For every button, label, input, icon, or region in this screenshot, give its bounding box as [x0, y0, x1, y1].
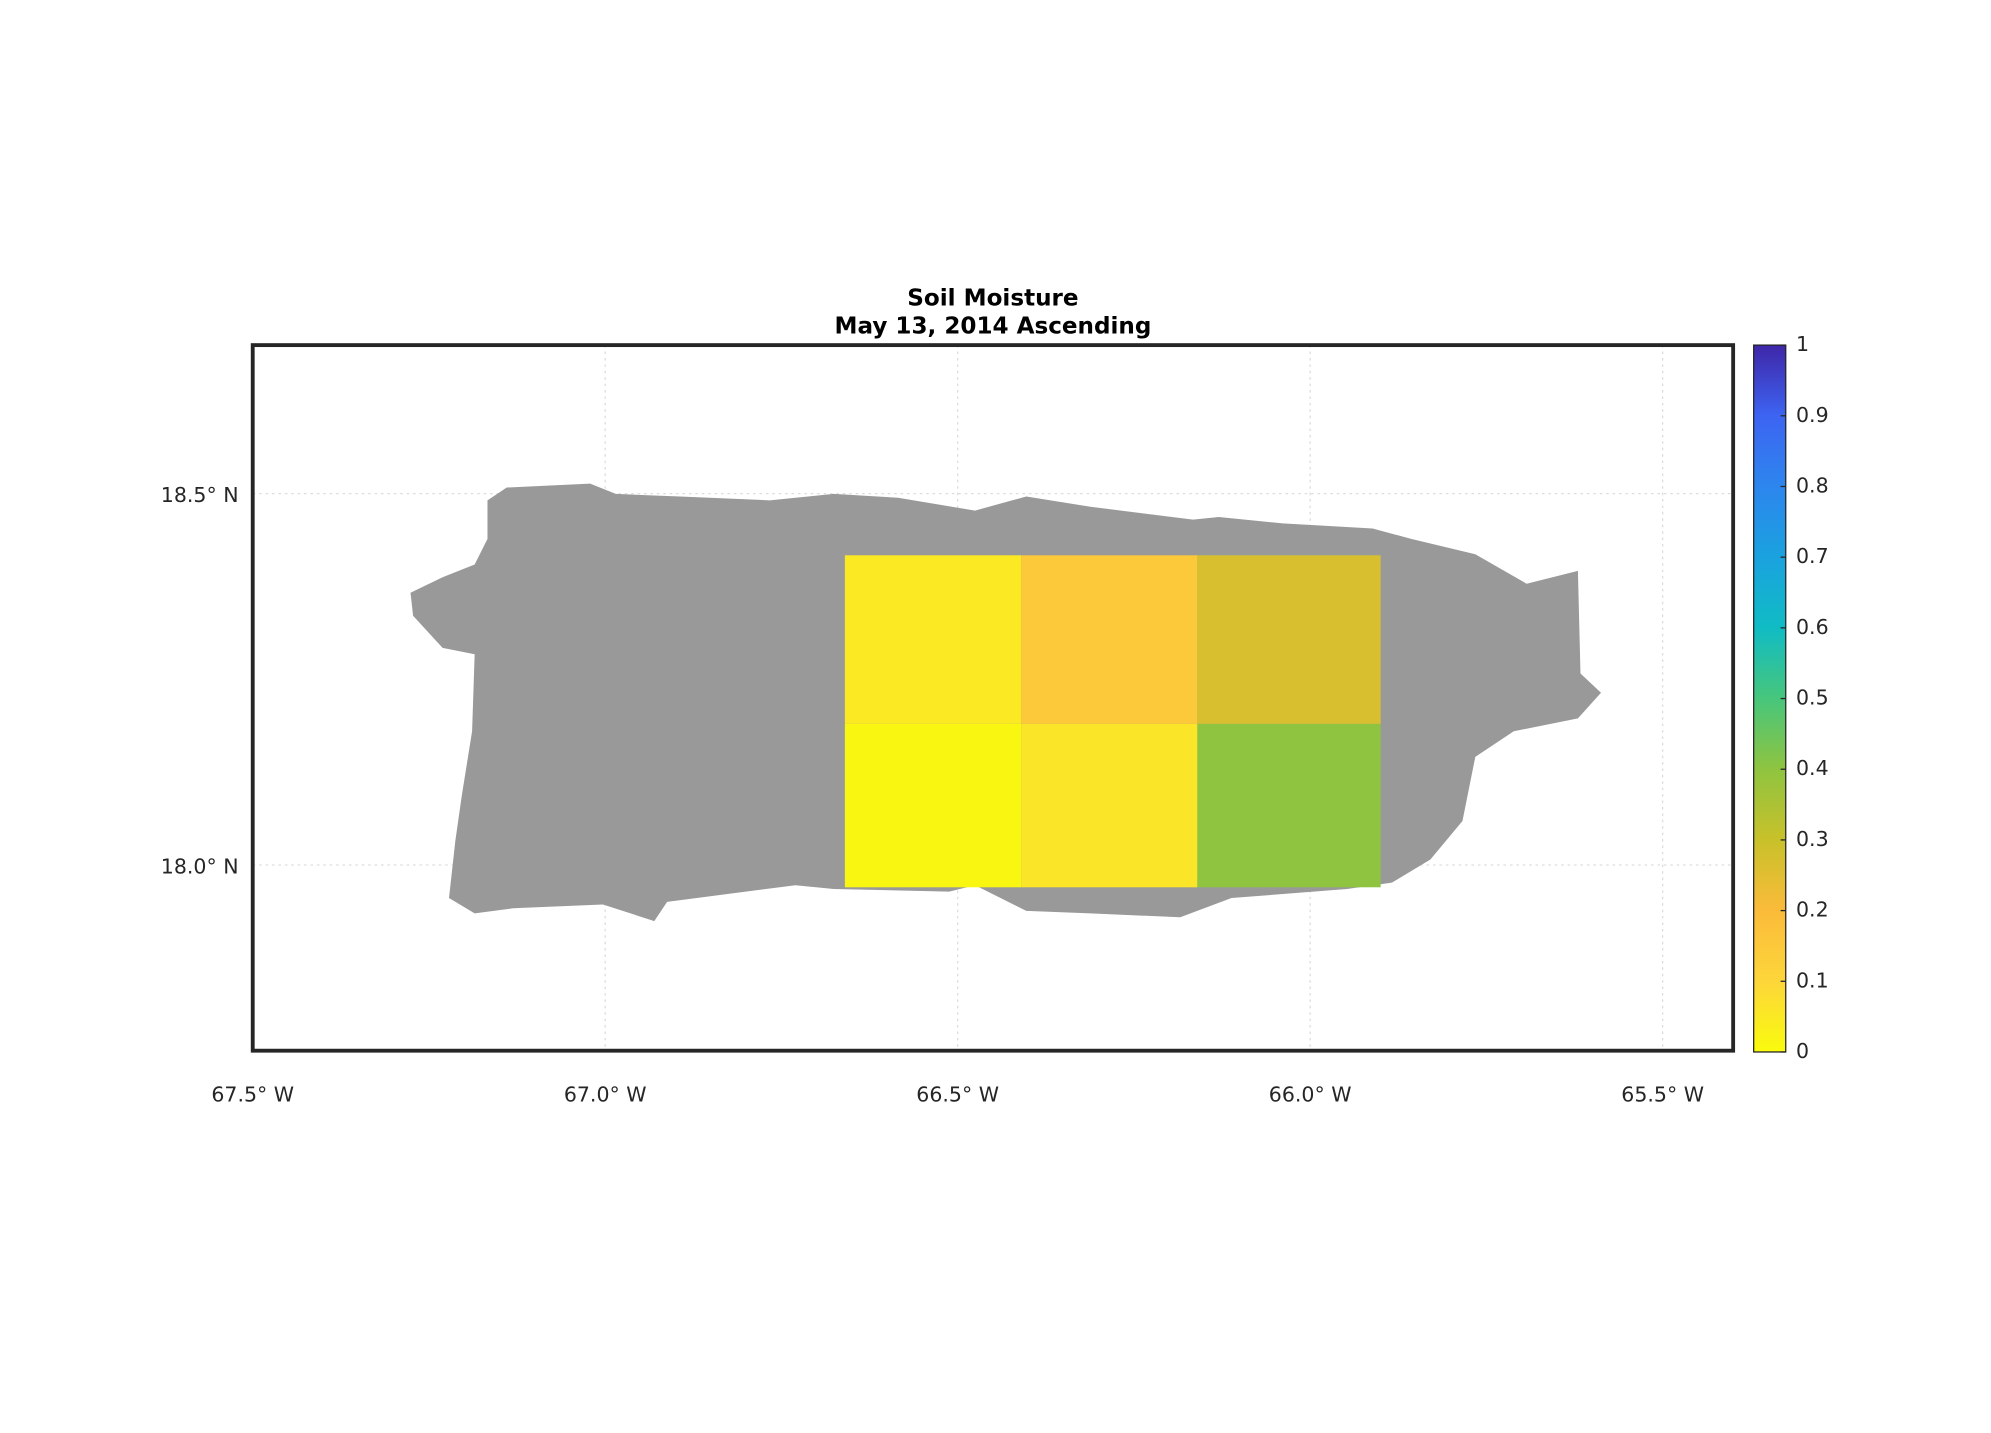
y-tick-label: 18.5° N [161, 483, 239, 507]
y-tick-label: 18.0° N [161, 855, 239, 879]
x-tick-label: 65.5° W [1621, 1083, 1704, 1107]
colorbar-tick-label: 0.1 [1796, 968, 1829, 992]
chart-subtitle: May 13, 2014 Ascending [835, 314, 1152, 340]
map-frame [250, 343, 1736, 1053]
colorbar-tick-label: 0.3 [1796, 827, 1829, 851]
x-tick-label: 66.0° W [1269, 1083, 1352, 1107]
colorbar-tick-label: 0.5 [1796, 686, 1829, 710]
cells [844, 555, 1381, 888]
cell [1021, 555, 1198, 724]
cell [1021, 723, 1198, 888]
colorbar-tick-label: 1 [1796, 332, 1809, 356]
cell [844, 555, 1022, 724]
colorbar-tick-label: 0.2 [1796, 898, 1829, 922]
colorbar-tick-label: 0.8 [1796, 473, 1829, 497]
colorbar-tick-label: 0.4 [1796, 756, 1829, 780]
colorbar: 0 0.1 0.2 0.3 0.4 0.5 0.6 0.7 0.8 0.9 1 [1753, 332, 1829, 1063]
colorbar-tick-label: 0.6 [1796, 615, 1829, 639]
colorbar-tick-label: 0 [1796, 1039, 1809, 1063]
x-tick-label: 66.5° W [916, 1083, 999, 1107]
x-tick-label: 67.0° W [564, 1083, 647, 1107]
colorbar-tick-label: 0.9 [1796, 403, 1829, 427]
cell [844, 723, 1022, 888]
cell [1197, 723, 1381, 888]
chart-title: Soil Moisture [907, 285, 1078, 311]
x-tick-label: 67.5° W [211, 1083, 294, 1107]
colorbar-tick-label: 0.7 [1796, 544, 1829, 568]
cell [1197, 555, 1381, 724]
